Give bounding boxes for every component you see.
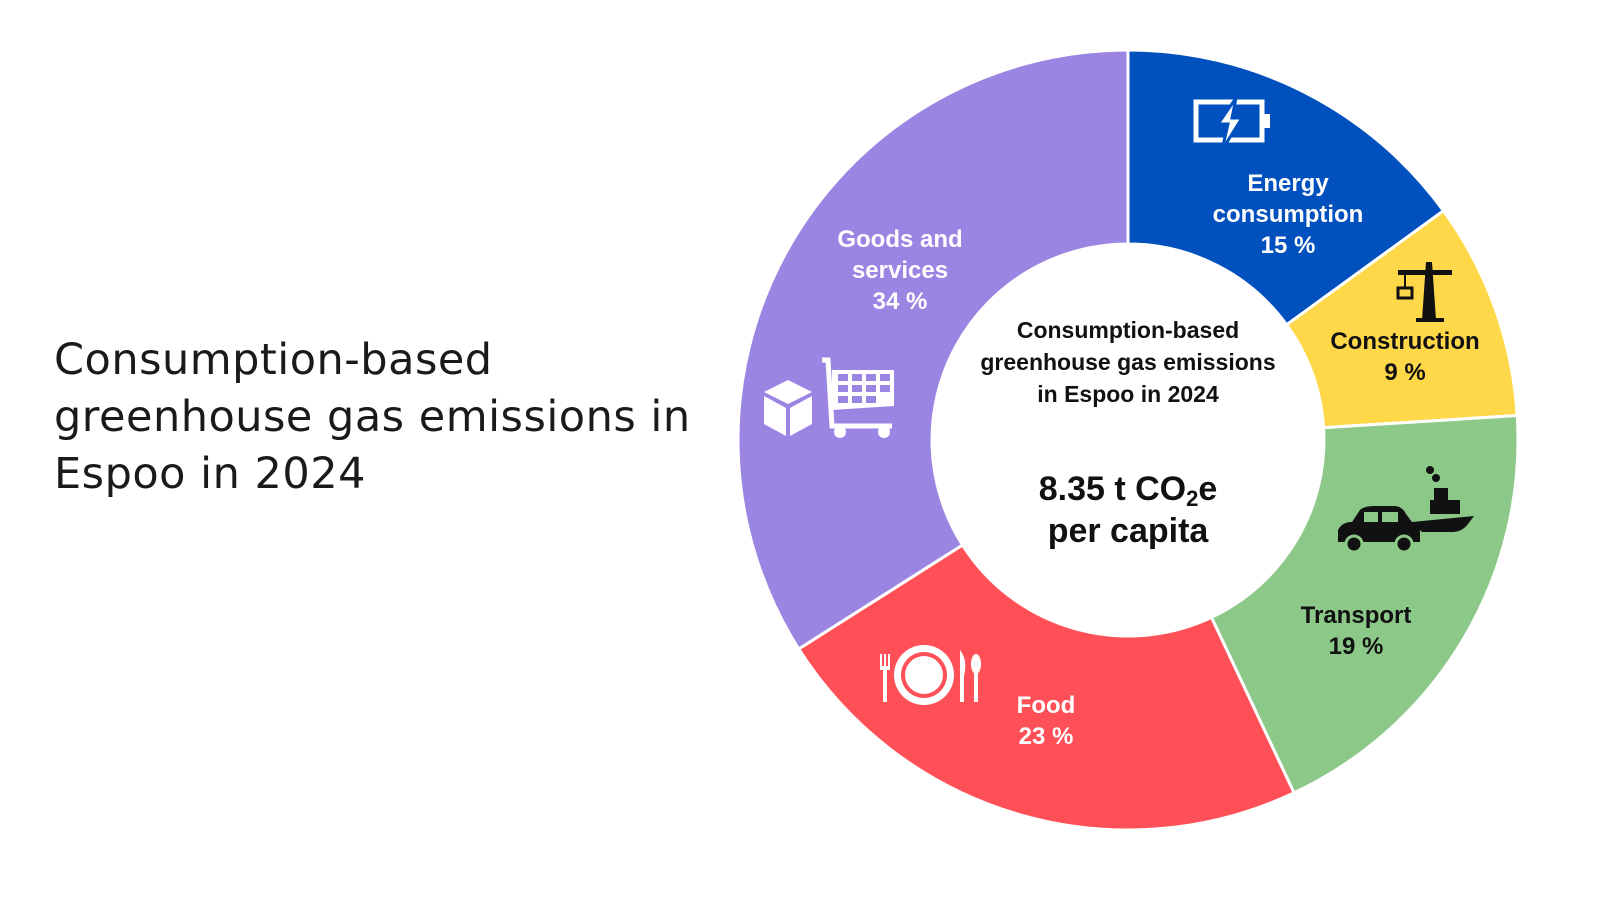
battery-bolt-icon (1193, 97, 1270, 151)
label-energy: Energy consumption 15 % (1212, 170, 1364, 259)
value-text: 8.35 t CO (1038, 470, 1187, 508)
label-transport: Transport 19 % (1300, 602, 1412, 660)
page-title: Consumption-based greenhouse gas emissio… (54, 335, 691, 499)
label-construction: Construction 9 % (1330, 328, 1480, 386)
value-line2: per capita (1047, 512, 1209, 550)
value-suffix: e (1198, 470, 1218, 508)
label-food: Food 23 % (1016, 692, 1076, 750)
crane-icon (1396, 262, 1452, 322)
center-value: 8.35 t CO2e per capita (1039, 468, 1218, 552)
slice-energy (1126, 48, 1446, 327)
center-title: Consumption-based greenhouse gas emissio… (980, 317, 1276, 407)
slice-goods-and (736, 48, 1130, 652)
plate-cutlery-icon (880, 645, 981, 705)
car-and-ship-icon (1338, 466, 1474, 554)
value-subscript: 2 (1186, 486, 1199, 511)
box-and-cart-icon (764, 357, 894, 438)
slice-food (796, 542, 1297, 832)
label-goods: Goods and services 34 % (837, 226, 963, 315)
